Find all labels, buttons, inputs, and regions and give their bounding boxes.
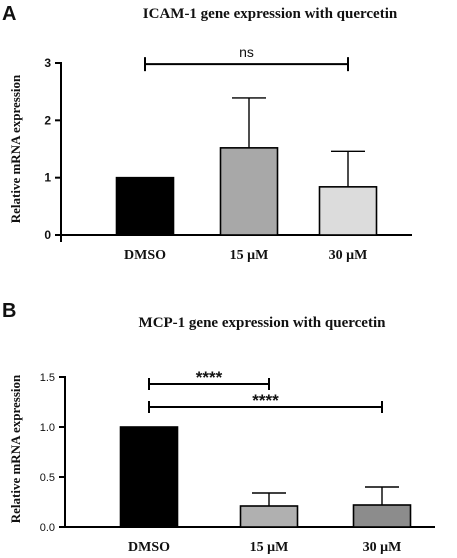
chart-b-significance-label-1: **** xyxy=(252,391,279,410)
panel-letter-b: B xyxy=(2,300,16,322)
chart-a-y-tick-label: 3 xyxy=(44,56,51,70)
chart-b: 0.0 0.5 1.0 1.5 DMSO 15 μM 30 μM **** **** xyxy=(40,368,435,555)
chart-b-bar-1 xyxy=(239,505,299,528)
chart-b-category-label: DMSO xyxy=(128,540,170,555)
chart-a-bar-2 xyxy=(318,186,378,236)
chart-a-y-tick-label: 1 xyxy=(44,171,51,185)
chart-a-category-label: 15 μM xyxy=(230,248,269,263)
chart-b-bar-2 xyxy=(352,504,412,528)
chart-a: 0 1 2 3 DMSO 15 μM 30 μM ns xyxy=(44,44,412,263)
chart-a-significance-label-0: ns xyxy=(239,44,254,60)
chart-a-title: ICAM-1 gene expression with quercetin xyxy=(143,6,398,22)
chart-a-category-label: 30 μM xyxy=(329,248,368,263)
chart-a-category-label: DMSO xyxy=(124,248,166,263)
chart-a-y-tick-label: 2 xyxy=(44,113,51,127)
chart-b-y-tick-label: 0.5 xyxy=(40,472,55,484)
chart-b-category-label: 30 μM xyxy=(363,540,402,555)
chart-b-ylabel: Relative mRNA expression xyxy=(8,374,23,523)
chart-a-bar-1 xyxy=(219,147,279,236)
chart-b-y-tick-label: 0.0 xyxy=(40,522,55,534)
chart-b-category-label: 15 μM xyxy=(250,540,289,555)
chart-a-ylabel: Relative mRNA expression xyxy=(8,74,23,223)
chart-b-y-tick-label: 1.0 xyxy=(40,422,55,434)
chart-a-y-tick-label: 0 xyxy=(44,228,51,242)
chart-a-bar-0 xyxy=(115,176,175,236)
chart-b-title: MCP-1 gene expression with quercetin xyxy=(139,315,387,331)
chart-b-significance-label-0: **** xyxy=(196,368,223,387)
panel-letter-a: A xyxy=(2,3,16,25)
chart-b-y-tick-label: 1.5 xyxy=(40,372,55,384)
chart-b-bar-0 xyxy=(119,426,179,528)
